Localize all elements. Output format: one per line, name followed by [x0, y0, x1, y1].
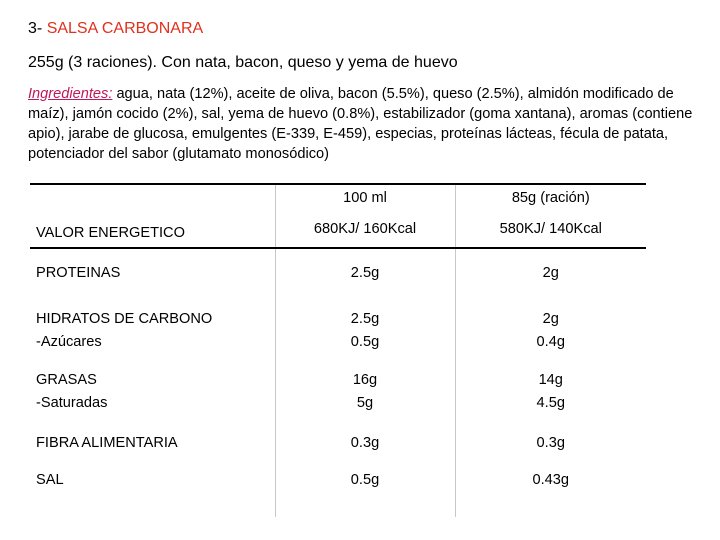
table-row: SAL 0.5g 0.43g [30, 467, 646, 517]
energy-per-serving: 580KJ/ 140Kcal [454, 211, 646, 249]
row-per-serving: 0.3g [454, 419, 646, 467]
row-per-100ml: 16g 5g [274, 364, 455, 419]
row-label-sub: -Azúcares [36, 333, 102, 350]
recipe-name: SALSA CARBONARA [46, 20, 204, 37]
table-row: GRASAS -Saturadas 16g 5g 14g 4.5g [30, 364, 646, 419]
header-per-serving: 85g (ración) [454, 183, 646, 211]
row-per-serving: 0.43g [454, 467, 646, 517]
row-label-main: HIDRATOS DE CARBONO [36, 310, 213, 327]
table-row: FIBRA ALIMENTARIA 0.3g 0.3g [30, 419, 646, 467]
energy-per-100ml: 680KJ/ 160Kcal [274, 211, 455, 249]
header-blank [30, 183, 275, 211]
value-sub: 4.5g [536, 394, 565, 411]
value-main: 2.5g [350, 310, 380, 327]
value-sub: 0.5g [350, 333, 380, 350]
header-per-100ml: 100 ml [274, 183, 455, 211]
table-row: HIDRATOS DE CARBONO -Azúcares 2.5g 0.5g … [30, 297, 646, 364]
product-description: 255g (3 raciones). Con nata, bacon, ques… [28, 54, 458, 71]
row-label: FIBRA ALIMENTARIA [36, 435, 178, 451]
row-per-100ml: 0.5g [274, 467, 455, 517]
row-per-serving: 2g 0.4g [454, 297, 646, 364]
ingredients-label: Ingredientes: [28, 86, 113, 102]
value-sub: 5g [356, 394, 374, 411]
energy-row: VALOR ENERGETICO 680KJ/ 160Kcal 580KJ/ 1… [30, 211, 646, 249]
row-label-main: GRASAS [36, 371, 97, 388]
ingredients-text: agua, nata (12%), aceite de oliva, bacon… [28, 86, 693, 162]
row-per-100ml: 0.3g [274, 419, 455, 467]
nutrition-table: 100 ml 85g (ración) VALOR ENERGETICO 680… [30, 183, 646, 517]
row-label-sub: -Saturadas [36, 394, 108, 411]
row-label: SAL [36, 472, 64, 488]
nutrition-header-row: 100 ml 85g (ración) [30, 183, 646, 211]
recipe-number: 3- [28, 20, 43, 37]
value-main: 2g [542, 310, 559, 327]
row-per-serving: 2g [454, 248, 646, 297]
row-per-100ml: 2.5g 0.5g [274, 297, 455, 364]
value-main: 14g [538, 371, 563, 388]
row-per-serving: 14g 4.5g [454, 364, 646, 419]
energy-label: VALOR ENERGETICO [30, 211, 275, 249]
row-per-100ml: 2.5g [274, 248, 455, 297]
table-row: PROTEINAS 2.5g 2g [30, 248, 646, 297]
value-sub: 0.4g [536, 333, 565, 350]
ingredients-paragraph: Ingredientes: agua, nata (12%), aceite d… [28, 84, 698, 164]
row-label: GRASAS -Saturadas [30, 364, 275, 419]
row-label: HIDRATOS DE CARBONO -Azúcares [30, 297, 275, 364]
value-main: 16g [352, 371, 378, 388]
row-label: PROTEINAS [36, 265, 121, 281]
recipe-title: 3- SALSA CARBONARA [28, 20, 203, 38]
